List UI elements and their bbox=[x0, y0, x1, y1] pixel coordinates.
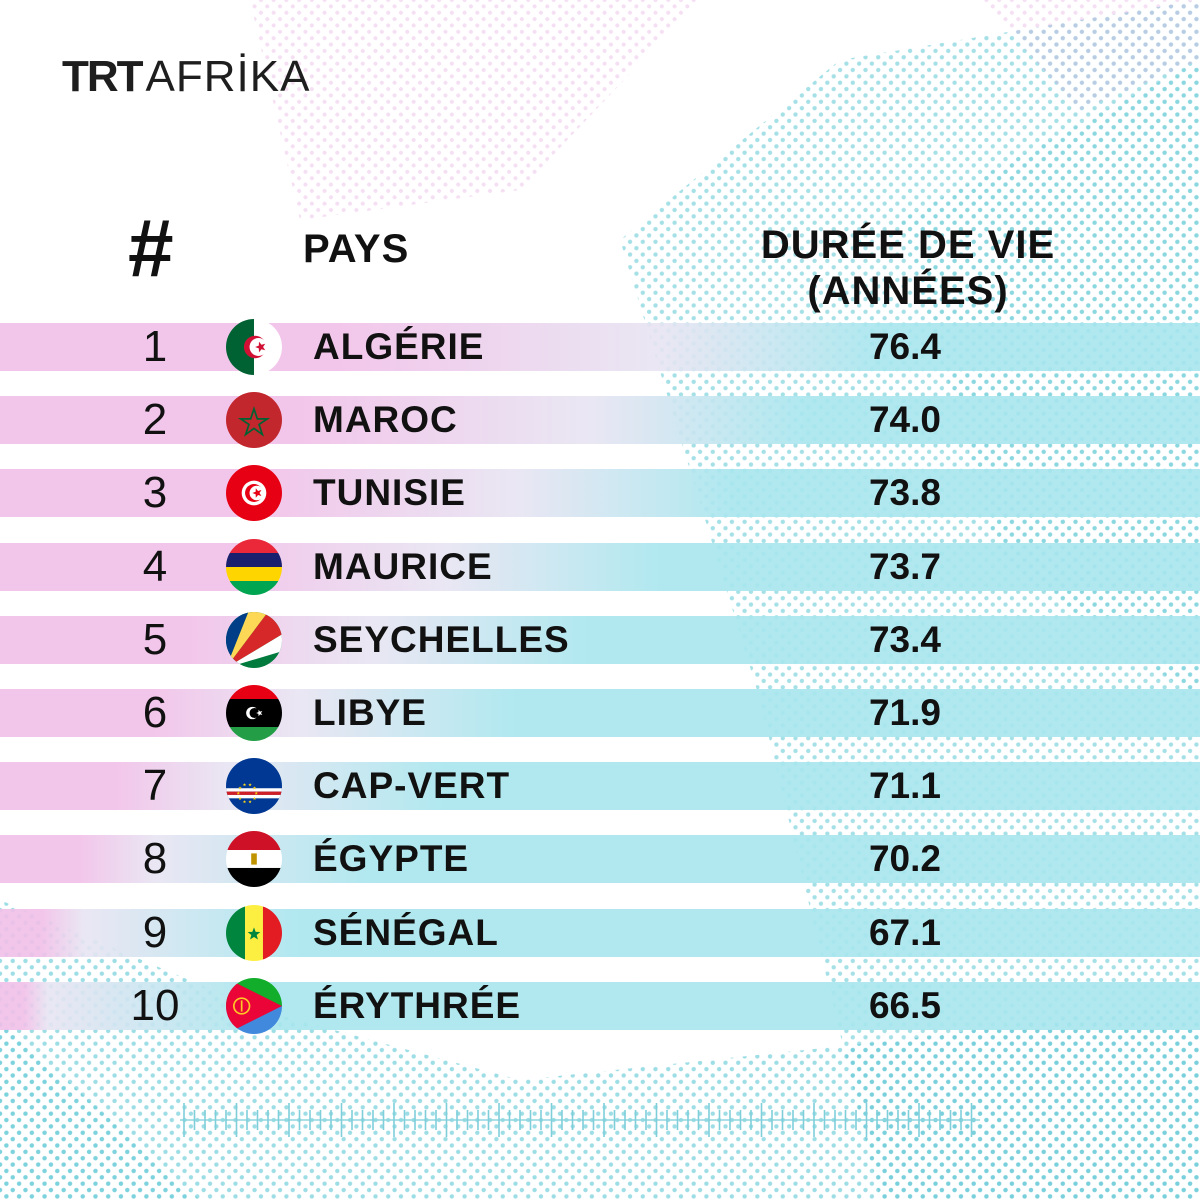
country-name: SÉNÉGAL bbox=[313, 912, 499, 953]
rank-header: # bbox=[128, 203, 174, 294]
algeria-flag-icon bbox=[226, 319, 282, 375]
country-name: ALGÉRIE bbox=[313, 326, 485, 367]
row-band bbox=[0, 469, 1200, 517]
rank-number: 1 bbox=[142, 322, 168, 371]
rank-number: 4 bbox=[142, 542, 168, 591]
life-expectancy-value: 76.4 bbox=[868, 326, 941, 367]
row-band bbox=[0, 396, 1200, 444]
life-expectancy-header-line2: (ANNÉES) bbox=[807, 269, 1009, 313]
row-band bbox=[0, 616, 1200, 664]
trt-afrika-logo: TRT AFRİKA bbox=[62, 52, 310, 102]
life-expectancy-value: 74.0 bbox=[868, 399, 941, 440]
life-expectancy-value: 73.7 bbox=[868, 546, 941, 587]
row-band bbox=[0, 909, 1200, 957]
rank-number: 5 bbox=[142, 615, 168, 664]
table-row: 9 SÉNÉGAL 67.1 bbox=[0, 905, 1200, 961]
logo-afrika: AFRİKA bbox=[145, 52, 311, 101]
country-name: SEYCHELLES bbox=[313, 619, 570, 660]
table-row: 3 TUNISIE 73.8 bbox=[0, 465, 1200, 521]
country-name: MAROC bbox=[313, 399, 458, 440]
row-band bbox=[0, 762, 1200, 810]
rank-number: 3 bbox=[142, 468, 168, 517]
life-expectancy-value: 73.4 bbox=[868, 619, 941, 660]
seychelles-flag-icon bbox=[226, 612, 282, 668]
rank-number: 6 bbox=[142, 688, 168, 737]
morocco-flag-icon bbox=[226, 392, 282, 448]
country-name: CAP-VERT bbox=[313, 765, 511, 806]
cape-verde-flag-icon bbox=[226, 758, 282, 814]
ruler-decoration bbox=[180, 1103, 980, 1137]
country-header: PAYS bbox=[303, 227, 410, 271]
row-band bbox=[0, 323, 1200, 371]
table-row: 8 ÉGYPTE 70.2 bbox=[0, 831, 1200, 887]
rank-number: 7 bbox=[142, 761, 168, 810]
life-expectancy-value: 73.8 bbox=[868, 472, 941, 513]
table-row: 5 SEYCHELLES 73.4 bbox=[0, 612, 1200, 668]
country-name: ÉRYTHRÉE bbox=[313, 985, 522, 1026]
row-band bbox=[0, 689, 1200, 737]
life-expectancy-value: 71.9 bbox=[868, 692, 941, 733]
mauritius-flag-icon bbox=[226, 539, 282, 595]
table-row: 7 CAP-VERT 71.1 bbox=[0, 758, 1200, 814]
row-band bbox=[0, 543, 1200, 591]
life-expectancy-value: 71.1 bbox=[868, 765, 941, 806]
senegal-flag-icon bbox=[226, 905, 282, 961]
egypt-flag-icon bbox=[226, 831, 282, 887]
table-row: 2 MAROC 74.0 bbox=[0, 392, 1200, 448]
table-row: 1 ALGÉRIE 76.4 bbox=[0, 319, 1200, 375]
rank-number: 2 bbox=[142, 395, 168, 444]
rank-number: 10 bbox=[130, 981, 180, 1030]
libya-flag-icon bbox=[226, 685, 282, 741]
life-expectancy-header-line1: DURÉE DE VIE bbox=[760, 223, 1056, 267]
logo-trt: TRT bbox=[62, 52, 144, 101]
row-band bbox=[0, 835, 1200, 883]
life-expectancy-header: DURÉE DE VIE (ANNÉES) bbox=[740, 222, 1076, 314]
life-expectancy-value: 66.5 bbox=[868, 985, 941, 1026]
rank-number: 8 bbox=[142, 834, 168, 883]
country-name: MAURICE bbox=[313, 546, 493, 587]
rank-number: 9 bbox=[142, 908, 168, 957]
life-expectancy-value: 67.1 bbox=[868, 912, 941, 953]
country-name: TUNISIE bbox=[313, 472, 466, 513]
country-name: ÉGYPTE bbox=[313, 838, 470, 879]
tunisia-flag-icon bbox=[226, 465, 282, 521]
row-band bbox=[0, 982, 1200, 1030]
eritrea-flag-icon bbox=[226, 978, 282, 1034]
country-name: LIBYE bbox=[313, 692, 427, 733]
table-row: 10 ÉRYTHRÉE 66.5 bbox=[0, 978, 1200, 1034]
table-row: 4 MAURICE 73.7 bbox=[0, 539, 1200, 595]
life-expectancy-value: 70.2 bbox=[868, 838, 941, 879]
table-row: 6 LIBYE 71.9 bbox=[0, 685, 1200, 741]
